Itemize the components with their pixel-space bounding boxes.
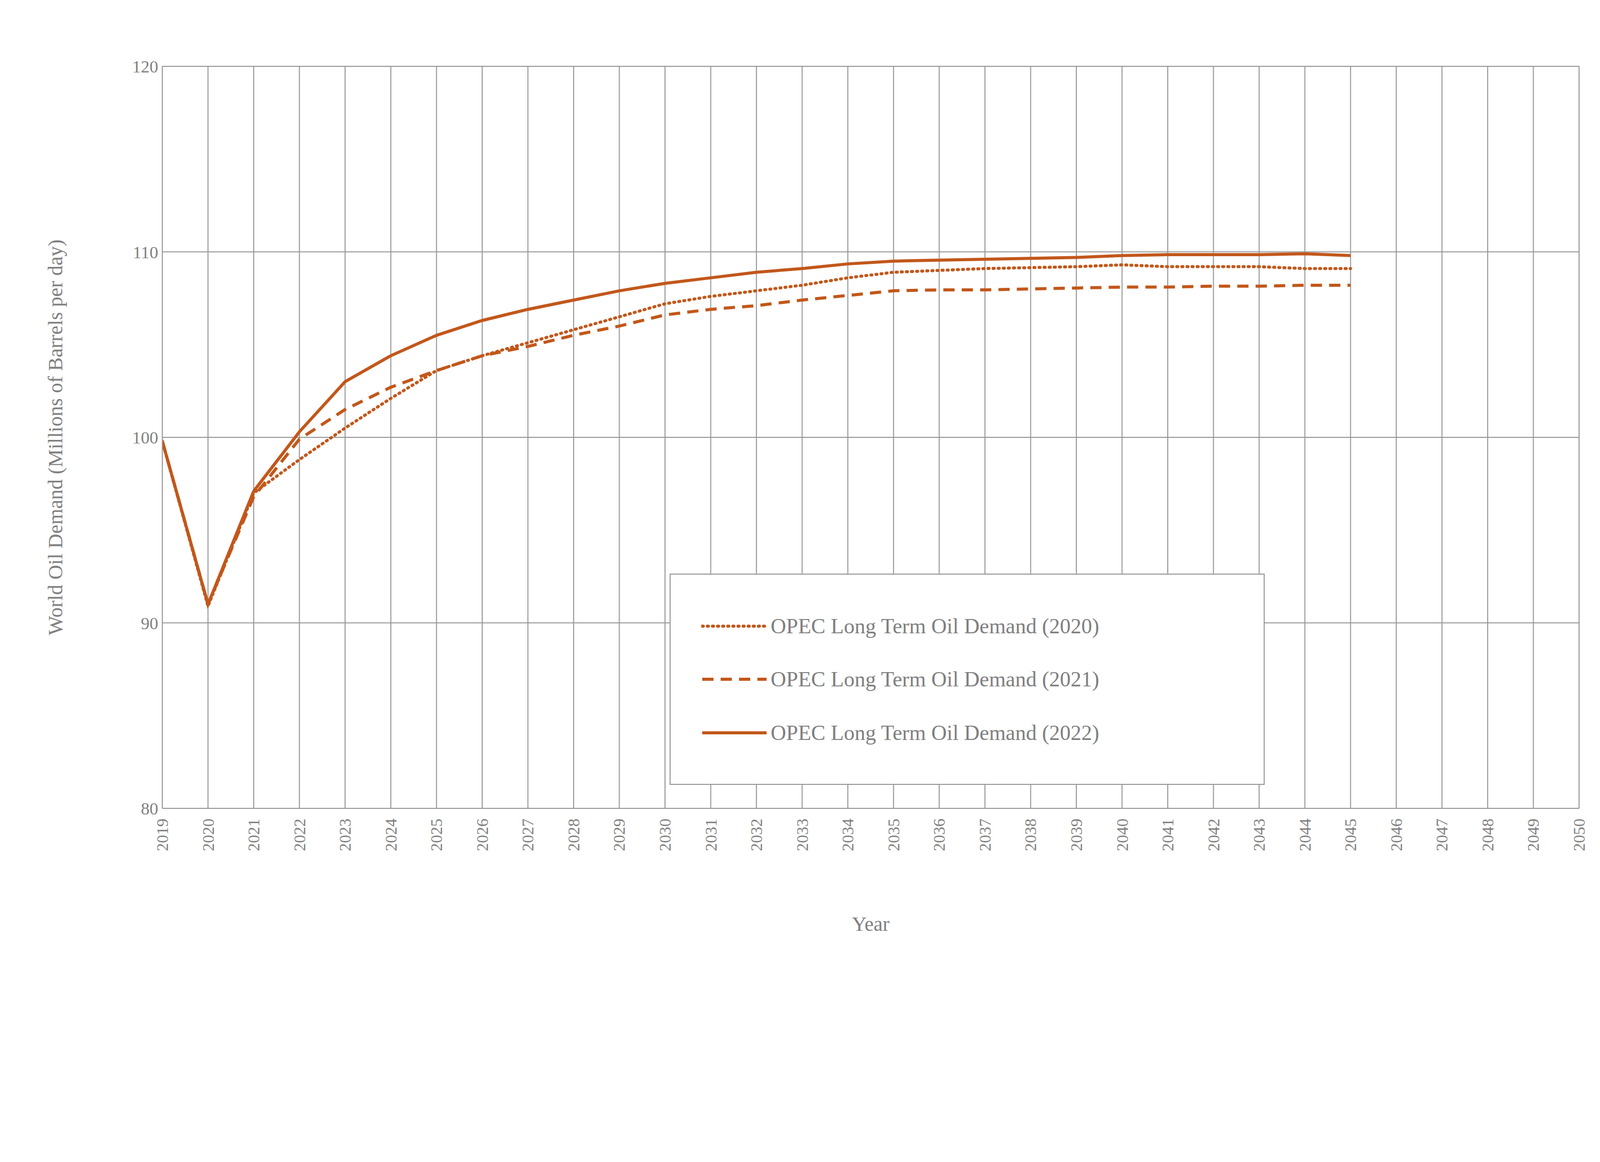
svg-text:2025: 2025 <box>427 818 446 852</box>
svg-text:2047: 2047 <box>1432 818 1451 852</box>
svg-text:2023: 2023 <box>335 818 355 852</box>
svg-text:2037: 2037 <box>975 818 995 852</box>
svg-text:110: 110 <box>132 242 159 262</box>
svg-text:Year: Year <box>851 912 890 936</box>
svg-text:2031: 2031 <box>701 818 721 852</box>
svg-text:2048: 2048 <box>1478 818 1497 852</box>
svg-text:2042: 2042 <box>1204 818 1223 852</box>
svg-text:2040: 2040 <box>1113 818 1132 852</box>
svg-text:2022: 2022 <box>290 818 309 852</box>
svg-text:2035: 2035 <box>884 818 903 852</box>
svg-text:2050: 2050 <box>1569 818 1589 852</box>
svg-text:2044: 2044 <box>1295 818 1315 852</box>
svg-text:2028: 2028 <box>564 818 583 852</box>
svg-text:2032: 2032 <box>747 818 766 852</box>
svg-text:2049: 2049 <box>1523 818 1543 852</box>
svg-text:2036: 2036 <box>929 818 949 852</box>
svg-text:2038: 2038 <box>1021 818 1040 852</box>
svg-text:2046: 2046 <box>1387 818 1406 852</box>
svg-text:World Oil Demand (Millions of: World Oil Demand (Millions of Barrels pe… <box>43 239 67 636</box>
svg-text:100: 100 <box>132 428 159 448</box>
svg-text:2039: 2039 <box>1067 818 1086 852</box>
svg-text:2041: 2041 <box>1158 818 1177 852</box>
svg-text:120: 120 <box>132 57 159 77</box>
svg-text:2034: 2034 <box>838 818 857 852</box>
svg-text:2026: 2026 <box>473 818 492 852</box>
svg-text:2021: 2021 <box>244 818 263 852</box>
svg-text:2043: 2043 <box>1249 818 1269 852</box>
svg-text:2033: 2033 <box>793 818 812 852</box>
html-text:OPEC Long Term Oil Demand (202: OPEC Long Term Oil Demand (2021) <box>770 667 1100 692</box>
svg-text:2027: 2027 <box>518 818 537 852</box>
svg-text:2030: 2030 <box>655 818 675 852</box>
svg-text:2024: 2024 <box>381 818 401 852</box>
svg-text:2020: 2020 <box>199 818 218 852</box>
html-text:OPEC Long Term Oil Demand (202: OPEC Long Term Oil Demand (2022) <box>770 720 1100 745</box>
svg-text:2019: 2019 <box>153 818 172 852</box>
svg-text:2029: 2029 <box>609 818 629 852</box>
svg-text:90: 90 <box>140 613 159 633</box>
svg-text:80: 80 <box>140 799 159 819</box>
svg-text:2045: 2045 <box>1341 818 1360 852</box>
html-text:OPEC Long Term Oil Demand (202: OPEC Long Term Oil Demand (2020) <box>770 614 1100 638</box>
